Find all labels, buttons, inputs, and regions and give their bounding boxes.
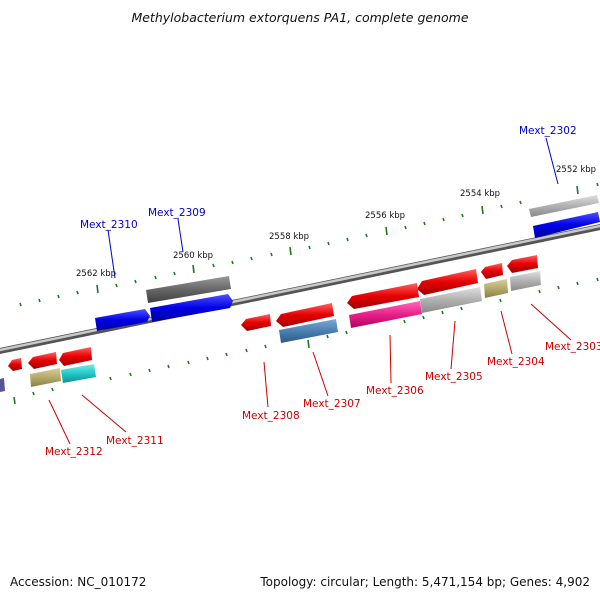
gene-arrow-mext-2306[interactable] <box>347 283 419 309</box>
gene-arrow-mext-2305b[interactable] <box>420 287 482 313</box>
gene-arrow-mext-2307[interactable] <box>276 303 334 327</box>
gene-arrow-mext-2302[interactable] <box>529 195 599 217</box>
gene-arrow-mext-2312[interactable] <box>28 352 57 369</box>
accession-text: Accession: NC_010172 <box>10 575 147 589</box>
gene-label-mext-2307[interactable]: Mext_2307 <box>303 398 361 410</box>
gene-label-mext-2311[interactable]: Mext_2311 <box>106 435 164 447</box>
gene-arrow-mext-2306b[interactable] <box>349 301 422 328</box>
reverse-strand <box>0 255 541 392</box>
gene-arrow-mext-2309-dark[interactable] <box>146 276 231 303</box>
inner-tick-track <box>13 277 599 405</box>
kbp-label-2552: 2552 kbp <box>556 165 596 175</box>
label-leaders <box>48 137 572 445</box>
gene-label-mext-2305[interactable]: Mext_2305 <box>425 371 483 383</box>
genome-title: Methylobacterium extorquens PA1, complet… <box>131 10 469 25</box>
gene-arrow-mext-2310[interactable] <box>95 309 150 331</box>
genome-backbone-highlight <box>0 224 600 352</box>
gene-label-mext-2302[interactable]: Mext_2302 <box>519 125 577 137</box>
kbp-label-2554: 2554 kbp <box>460 189 500 199</box>
gene-label-mext-2306[interactable]: Mext_2306 <box>366 385 424 397</box>
gene-arrow-left-red[interactable] <box>8 358 22 371</box>
topology-text: Topology: circular; Length: 5,471,154 bp… <box>260 575 590 589</box>
gene-arrow-mext-2303[interactable] <box>507 255 538 273</box>
gene-arrow-mext-2304[interactable] <box>481 263 503 279</box>
gene-arrow-mext-2312b[interactable] <box>30 368 61 387</box>
gene-label-mext-2304[interactable]: Mext_2304 <box>487 356 545 368</box>
gene-arrow-mext-2304b[interactable] <box>484 279 508 298</box>
gene-arrow-mext-2309[interactable] <box>150 294 233 322</box>
gene-label-mext-2308[interactable]: Mext_2308 <box>242 410 300 422</box>
gene-arrow-mext-2307b[interactable] <box>279 319 338 343</box>
kbp-label-2560: 2560 kbp <box>173 251 213 261</box>
gene-label-mext-2303[interactable]: Mext_2303 <box>545 341 600 353</box>
forward-strand <box>95 195 600 331</box>
kbp-label-2556: 2556 kbp <box>365 211 405 221</box>
gene-arrow-mext-2303b[interactable] <box>510 271 541 291</box>
gene-label-mext-2312[interactable]: Mext_2312 <box>45 446 103 458</box>
gene-arrow-mext-2302b[interactable] <box>533 212 600 238</box>
gene-arrow-mext-2311b[interactable] <box>61 364 96 383</box>
gene-arrow-left-edge[interactable] <box>0 378 5 392</box>
gene-label-mext-2309[interactable]: Mext_2309 <box>148 207 206 219</box>
kbp-label-2558: 2558 kbp <box>269 232 309 242</box>
gene-arrow-mext-2311[interactable] <box>59 347 92 366</box>
gene-label-mext-2310[interactable]: Mext_2310 <box>80 219 138 231</box>
kbp-label-2562: 2562 kbp <box>76 269 116 279</box>
outer-tick-track <box>19 182 599 307</box>
gene-arrow-mext-2308[interactable] <box>241 314 271 331</box>
gene-arrow-mext-2305[interactable] <box>417 269 478 295</box>
